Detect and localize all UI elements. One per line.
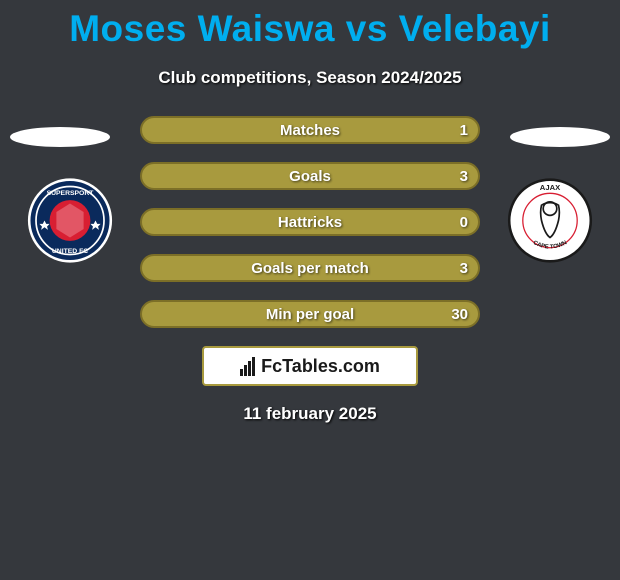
branding-box: FcTables.com: [202, 346, 418, 386]
stat-label: Min per goal: [266, 306, 354, 323]
branding-text: FcTables.com: [261, 356, 380, 377]
stat-value-right: 3: [460, 260, 468, 277]
stat-label: Goals: [289, 168, 331, 185]
supersport-united-badge: SUPERSPORT UNITED FC: [20, 178, 120, 263]
club-badge-left-icon: SUPERSPORT UNITED FC: [20, 178, 120, 263]
date-text: 11 february 2025: [0, 404, 620, 424]
stat-value-right: 3: [460, 168, 468, 185]
stat-label: Goals per match: [251, 260, 369, 277]
stat-row: Goals 3: [140, 162, 480, 190]
ajax-cape-town-badge: AJAX CAPE TOWN: [500, 178, 600, 263]
stat-row: Matches 1: [140, 116, 480, 144]
svg-text:SUPERSPORT: SUPERSPORT: [47, 190, 95, 197]
page-title: Moses Waiswa vs Velebayi: [0, 0, 620, 50]
club-badge-right-icon: AJAX CAPE TOWN: [500, 178, 600, 263]
subtitle: Club competitions, Season 2024/2025: [0, 68, 620, 88]
stat-row: Goals per match 3: [140, 254, 480, 282]
stat-rows: Matches 1 Goals 3 Hattricks 0 Goals per …: [140, 116, 480, 328]
comparison-card: Moses Waiswa vs Velebayi Club competitio…: [0, 0, 620, 424]
bar-chart-icon: [240, 357, 255, 376]
stat-label: Matches: [280, 122, 340, 139]
player-right-placeholder: [510, 127, 610, 147]
stat-label: Hattricks: [278, 214, 342, 231]
stat-row: Hattricks 0: [140, 208, 480, 236]
stat-value-right: 0: [460, 214, 468, 231]
stat-value-right: 30: [451, 306, 468, 323]
stat-value-right: 1: [460, 122, 468, 139]
player-left-placeholder: [10, 127, 110, 147]
svg-text:AJAX: AJAX: [540, 183, 561, 192]
svg-text:UNITED FC: UNITED FC: [52, 248, 88, 255]
stat-row: Min per goal 30: [140, 300, 480, 328]
